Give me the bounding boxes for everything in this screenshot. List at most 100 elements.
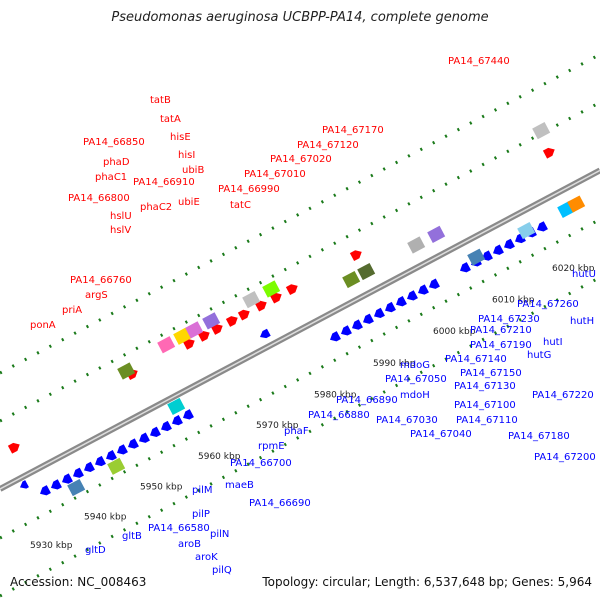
reverse-gene-label: hutU: [572, 269, 596, 280]
forward-gene-label: hslV: [110, 225, 131, 236]
kbp-tick-label: 6010 kbp: [492, 296, 535, 306]
reverse-gene-arrow: [460, 262, 471, 273]
forward-gene-label: PA14_67010: [244, 169, 306, 180]
reverse-gene-arrow: [73, 467, 84, 478]
reverse-gene-arrow: [106, 450, 117, 461]
gene-block: [517, 222, 536, 240]
reverse-gene-arrow: [429, 278, 440, 289]
forward-gene-label: hslU: [110, 211, 132, 222]
forward-gene-label: PA14_66850: [83, 137, 145, 148]
forward-gene-label: phaC2: [140, 202, 172, 213]
gene-block: [167, 397, 186, 416]
reverse-gene-label: PA14_66580: [148, 523, 210, 534]
reverse-gene-arrow: [330, 331, 341, 342]
kbp-tick-label: 5990 kbp: [373, 359, 416, 369]
forward-gene-label: PA14_66800: [68, 193, 130, 204]
gene-block: [242, 291, 261, 309]
accession-text: Accession: NC_008463: [10, 575, 147, 589]
reverse-gene-arrow: [62, 473, 73, 484]
reverse-gene-arrow: [172, 415, 183, 426]
reverse-gene-label: rpmE: [258, 441, 285, 452]
forward-gene-label: ponA: [30, 320, 56, 331]
kbp-tick-label: 5950 kbp: [140, 483, 183, 493]
reverse-gene-label: mdoH: [400, 390, 430, 401]
reverse-gene-arrow: [84, 461, 95, 473]
gene-block: [532, 122, 551, 140]
forward-gene-label: ubiB: [182, 165, 204, 176]
reverse-gene-label: aroK: [195, 552, 218, 563]
reverse-gene-arrow: [374, 307, 385, 319]
gene-block: [202, 312, 221, 330]
gene-block: [262, 280, 281, 298]
reverse-gene-label: PA14_67220: [532, 390, 594, 401]
forward-gene-label: tatB: [150, 95, 171, 106]
reverse-gene-label: PA14_67230: [478, 314, 540, 325]
reverse-gene-label: PA14_67040: [410, 429, 472, 440]
reverse-gene-arrow: [150, 426, 161, 437]
reverse-gene-arrow: [341, 325, 352, 336]
reverse-gene-label: PA14_67190: [470, 340, 532, 351]
forward-gene-label: PA14_66990: [218, 184, 280, 195]
reverse-gene-label: PA14_67150: [460, 368, 522, 379]
reverse-gene-arrow: [515, 232, 526, 244]
kbp-tick-label: 5940 kbp: [84, 512, 127, 522]
forward-gene-label: tatA: [160, 114, 181, 125]
backbone-highlight: [0, 169, 600, 490]
reverse-gene-arrow: [504, 238, 515, 250]
forward-gene-label: PA14_67440: [448, 56, 510, 67]
reverse-gene-arrow: [385, 301, 396, 313]
gene-block: [185, 321, 204, 339]
gene-block: [357, 262, 376, 281]
reverse-gene-arrow: [128, 438, 139, 449]
reverse-gene-label: gltD: [85, 545, 106, 556]
forward-gene-label: hisI: [178, 150, 195, 161]
forward-gene-label: hisE: [170, 132, 191, 143]
reverse-gene-label: PA14_67050: [385, 374, 447, 385]
forward-gene-arrow: [349, 250, 362, 262]
forward-gene-label: phaC1: [95, 172, 127, 183]
reverse-gene-label: PA14_67100: [454, 400, 516, 411]
reverse-gene-arrow: [161, 420, 172, 432]
gene-block: [427, 225, 446, 243]
reverse-gene-label: phaF: [284, 426, 309, 437]
reverse-gene-label: PA14_67130: [454, 381, 516, 392]
reverse-gene-arrow: [396, 296, 407, 307]
reverse-gene-arrow: [537, 221, 548, 232]
reverse-gene-label: PA14_66700: [230, 458, 292, 469]
gene-block: [342, 270, 361, 289]
forward-gene-arrow: [225, 316, 238, 327]
forward-gene-label: PA14_67020: [270, 154, 332, 165]
forward-gene-arrow: [7, 442, 20, 454]
reverse-gene-label: PA14_67110: [456, 415, 518, 426]
reverse-gene-label: pilM: [192, 485, 213, 496]
reverse-gene-label: pilN: [210, 529, 229, 540]
reverse-gene-label: PA14_66890: [336, 395, 398, 406]
gene-block: [467, 248, 486, 266]
forward-gene-label: PA14_67170: [322, 125, 384, 136]
reverse-gene-label: pilQ: [212, 565, 232, 576]
map-title: Pseudomonas aeruginosa UCBPP-PA14, compl…: [111, 10, 489, 25]
forward-gene-arrow: [269, 292, 282, 304]
reverse-gene-arrow: [20, 480, 29, 489]
forward-gene-arrow: [182, 338, 195, 350]
scale-track-0: [0, 53, 600, 375]
reverse-gene-label: hutG: [527, 350, 551, 361]
gene-block: [67, 478, 86, 497]
reverse-gene-arrow: [352, 319, 363, 330]
reverse-gene-arrow: [407, 290, 418, 301]
reverse-gene-label: mdoG: [400, 360, 430, 371]
topology-text: Topology: circular; Length: 6,537,648 bp…: [262, 575, 592, 589]
kbp-tick-label: 6020 kbp: [552, 264, 595, 274]
reverse-gene-arrow: [40, 485, 51, 496]
forward-gene-label: PA14_66760: [70, 275, 132, 286]
reverse-gene-arrow: [95, 455, 106, 467]
kbp-tick-label: 6000 kbp: [433, 327, 476, 337]
kbp-tick-label: 5980 kbp: [314, 390, 357, 400]
forward-gene-label: tatC: [230, 200, 251, 211]
forward-gene-label: priA: [62, 305, 82, 316]
forward-gene-arrow: [542, 147, 555, 159]
forward-gene-label: ubiE: [178, 197, 200, 208]
scale-track-3: [0, 276, 600, 598]
reverse-gene-arrow: [139, 432, 150, 443]
